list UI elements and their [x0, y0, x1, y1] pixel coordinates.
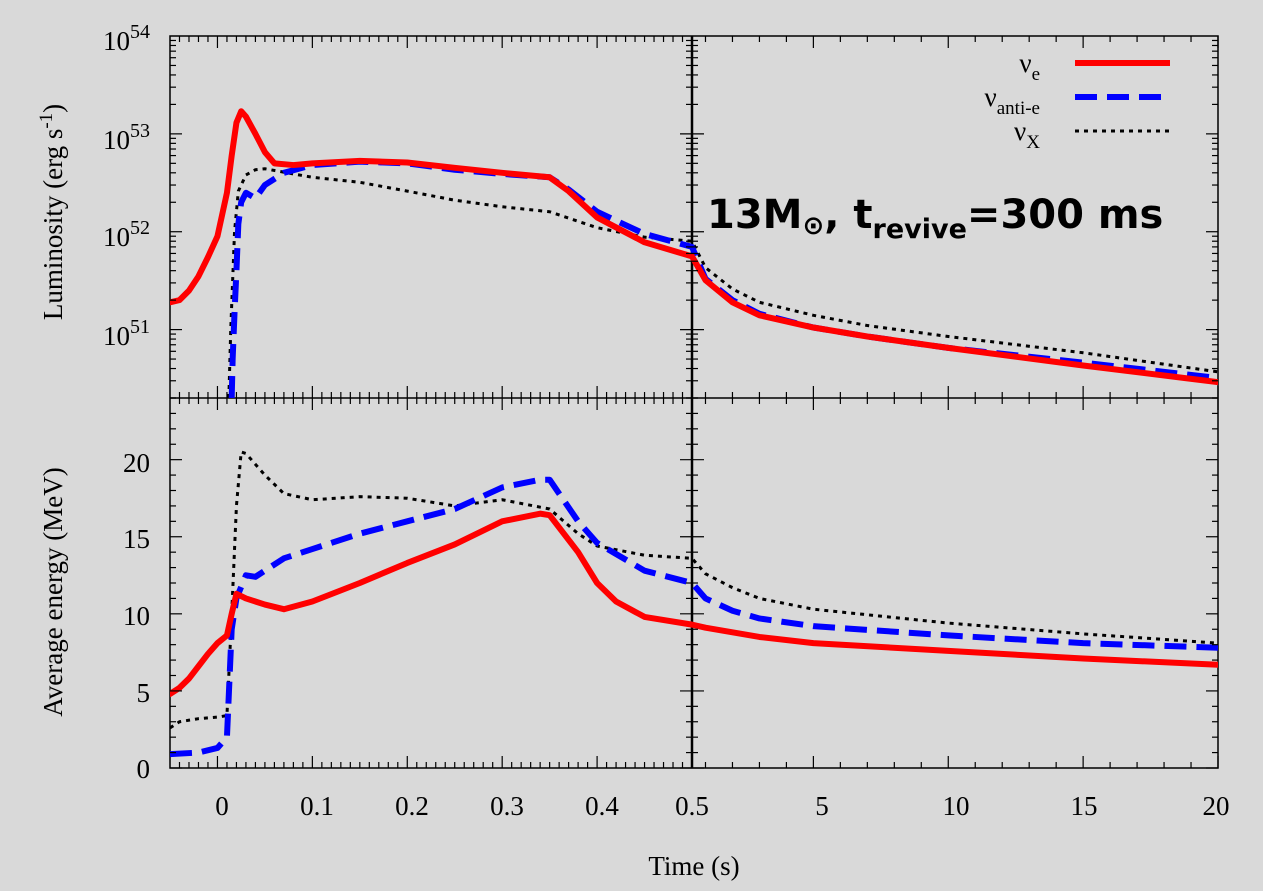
tick-label-1e54: 1054	[103, 21, 150, 56]
x-tick-label-5: 5	[815, 791, 829, 821]
x-tick-label-15: 15	[1071, 791, 1098, 821]
model-annotation: 13M⊙, trevive=300 ms	[707, 192, 1163, 245]
tick-label-0: 0	[137, 754, 151, 784]
tick-label-1e52: 1052	[103, 217, 150, 252]
tick-label-10: 10	[123, 601, 150, 631]
luminosity-tick-labels: 1054 1053 1052 1051	[103, 21, 150, 351]
x-tick-label-0.4: 0.4	[585, 791, 619, 821]
luminosity-series	[170, 108, 1218, 398]
energy-axis-title: Average energy (MeV)	[38, 467, 68, 716]
x-tick-label-20: 20	[1203, 791, 1230, 821]
x-tick-label-0.2: 0.2	[395, 791, 429, 821]
x-tick-label-10: 10	[943, 791, 970, 821]
legend-item-nu-e: νe	[1019, 48, 1170, 85]
x-tick-label-0.3: 0.3	[490, 791, 524, 821]
x-axis-title: Time (s)	[648, 851, 739, 881]
x-tick-label-0.5: 0.5	[675, 791, 709, 821]
tick-label-1e53: 1053	[103, 120, 150, 155]
energy-tick-labels: 20 15 10 5 0	[123, 448, 150, 784]
x-tick-labels: 0 0.1 0.2 0.3 0.4 0.5 5 10 15 20	[215, 791, 1229, 821]
axis-ticks	[170, 36, 1219, 769]
legend-label-nu-x: νX	[1014, 116, 1040, 153]
series-nu-e-average-energy	[170, 510, 1218, 697]
tick-label-1e51: 1051	[103, 316, 150, 351]
energy-series	[170, 450, 1218, 758]
legend-label-nu-e: νe	[1019, 48, 1040, 85]
tick-label-20: 20	[123, 448, 150, 478]
x-tick-label-0.1: 0.1	[300, 791, 334, 821]
series-nu-x-luminosity	[227, 167, 1218, 398]
legend: νe νanti-e νX	[985, 48, 1170, 153]
legend-label-nu-anti-e: νanti-e	[985, 82, 1040, 119]
series-nu-e-luminosity	[170, 108, 1218, 386]
legend-item-nu-x: νX	[1014, 116, 1170, 153]
x-tick-label-0: 0	[215, 791, 229, 821]
legend-item-nu-anti-e: νanti-e	[985, 82, 1170, 119]
tick-label-15: 15	[123, 524, 150, 554]
luminosity-axis-title: Luminosity (erg s-1)	[36, 104, 68, 320]
tick-label-5: 5	[137, 678, 151, 708]
